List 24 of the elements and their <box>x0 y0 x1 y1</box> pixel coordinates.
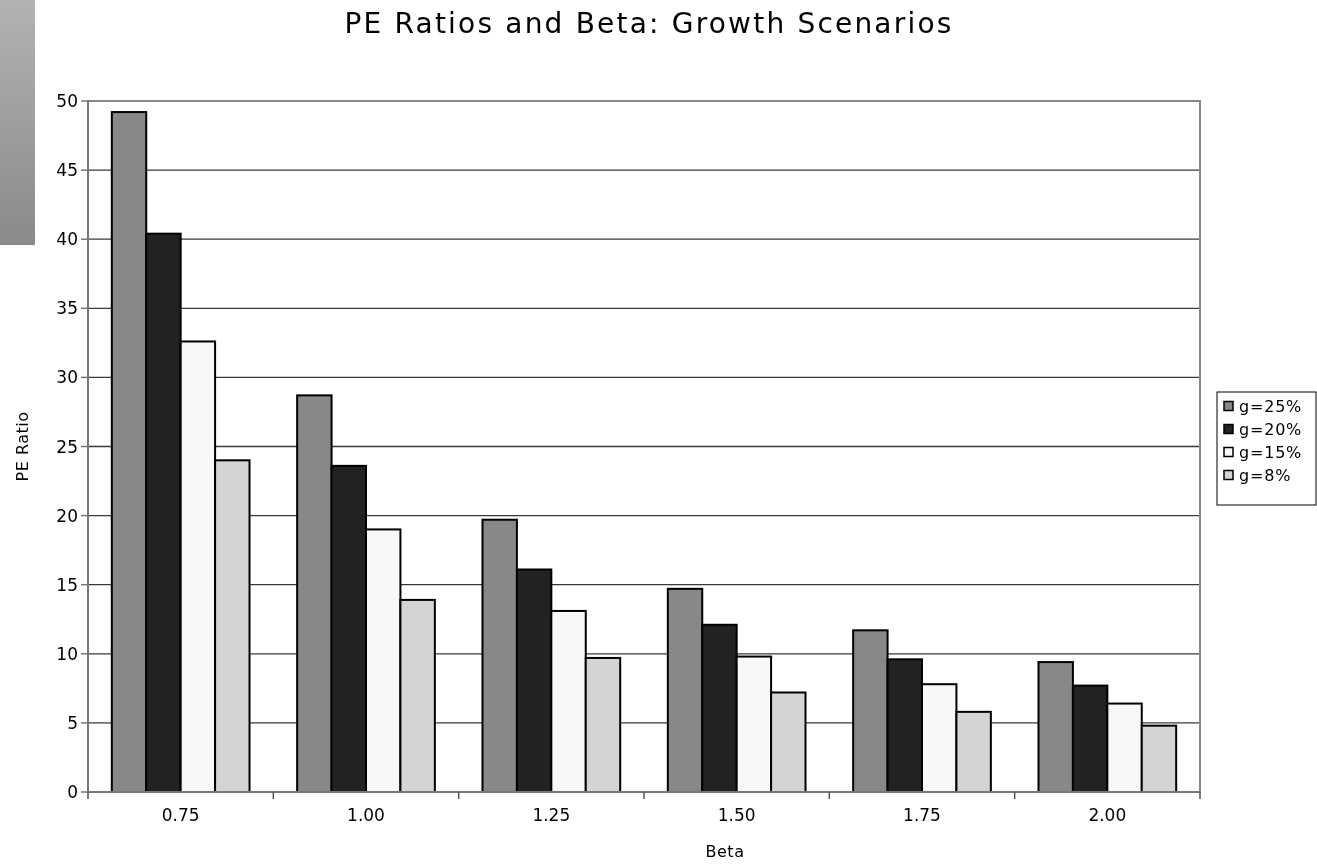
x-tick-label: 1.25 <box>532 805 571 825</box>
x-axis-title: Beta <box>705 841 745 861</box>
y-tick-label: 5 <box>67 712 78 733</box>
legend-label: g=20% <box>1239 419 1303 439</box>
y-tick-label: 35 <box>56 298 78 319</box>
x-tick-label: 1.00 <box>347 805 385 825</box>
x-tick-label: 0.75 <box>161 805 200 825</box>
chart-title: PE Ratios and Beta: Growth Scenarios <box>344 7 954 40</box>
y-axis-title: PE Ratio <box>12 411 32 482</box>
y-tick-label: 20 <box>56 505 78 526</box>
legend-label: g=8% <box>1239 465 1292 485</box>
legend-label: g=15% <box>1239 442 1303 462</box>
y-tick-label: 45 <box>56 160 78 181</box>
y-tick-label: 10 <box>56 643 78 664</box>
x-tick-label: 2.00 <box>1088 805 1127 825</box>
y-tick-label: 50 <box>56 91 78 111</box>
x-tick-label: 1.50 <box>717 805 756 825</box>
y-tick-label: 15 <box>56 574 78 595</box>
y-tick-label: 30 <box>56 367 78 388</box>
x-tick-label: 1.75 <box>903 805 941 825</box>
y-tick-label: 0 <box>67 782 78 802</box>
y-tick-label: 25 <box>56 436 78 457</box>
y-tick-label: 40 <box>56 229 78 250</box>
legend-label: g=25% <box>1239 396 1303 416</box>
